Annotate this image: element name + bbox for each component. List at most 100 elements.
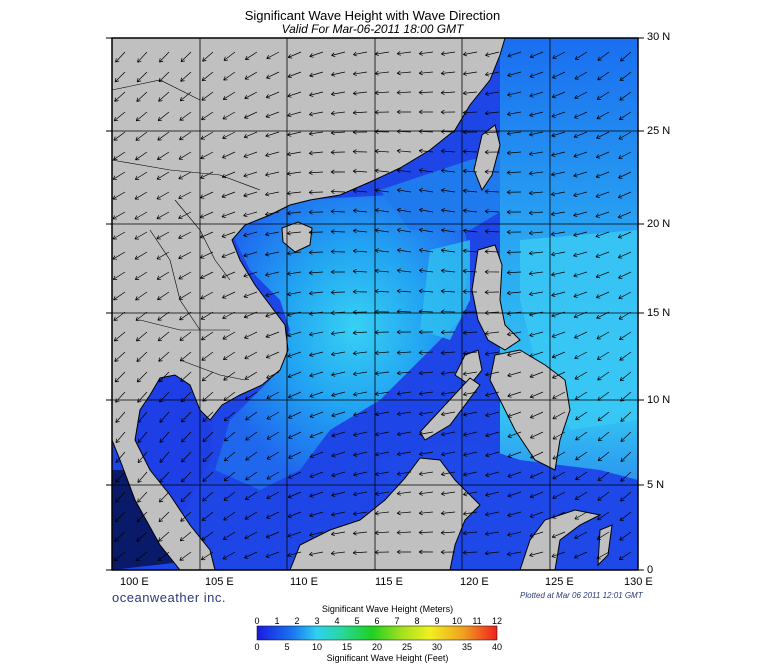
wave-arrow <box>287 71 302 79</box>
wave-arrow <box>619 351 632 361</box>
wave-arrow <box>178 291 192 300</box>
wave-arrow <box>418 168 434 173</box>
legend-meter-tick: 11 <box>472 616 482 626</box>
wave-arrow <box>330 531 346 537</box>
wave-arrow <box>286 291 302 297</box>
wave-arrow <box>158 351 170 362</box>
wave-arrow <box>159 51 170 63</box>
wave-arrow <box>200 271 214 279</box>
wave-arrow <box>112 271 126 280</box>
wave-arrow <box>115 51 126 63</box>
wave-arrow <box>265 151 280 158</box>
wave-arrow <box>506 150 522 156</box>
wave-arrow <box>157 111 170 122</box>
wave-arrow <box>244 391 258 401</box>
wave-arrow <box>134 251 148 260</box>
wave-arrow <box>288 471 302 479</box>
land-mainland-asia <box>112 38 506 570</box>
wave-arrow <box>573 171 588 178</box>
wave-arrow <box>156 171 170 180</box>
wave-arrow <box>396 411 412 417</box>
wave-arrow <box>156 211 170 220</box>
legend-meter-tick: 3 <box>314 616 320 626</box>
wave-arrow <box>221 211 236 218</box>
wave-arrow <box>113 151 126 161</box>
wave-arrow <box>309 71 324 78</box>
wave-arrow <box>222 91 236 100</box>
wave-arrow <box>200 131 214 140</box>
wave-arrow <box>440 51 456 56</box>
wave-arrow <box>202 451 214 463</box>
wave-arrow <box>440 491 456 496</box>
wave-arrow <box>552 71 566 79</box>
wave-arrow <box>201 371 214 382</box>
wave-arrow <box>619 71 632 82</box>
wave-arrow <box>352 149 368 154</box>
wave-arrow <box>507 471 522 478</box>
wave-arrow <box>330 331 346 336</box>
wave-arrow <box>265 211 280 217</box>
wave-arrow <box>244 491 258 500</box>
wave-arrow <box>330 351 346 357</box>
wave-arrow <box>265 331 280 339</box>
wave-arrow <box>330 229 346 234</box>
wave-arrow <box>180 511 192 522</box>
wave-arrow <box>529 51 544 59</box>
land-sulawesi <box>519 509 602 570</box>
wave-arrow <box>352 228 368 234</box>
wave-arrow <box>113 311 126 321</box>
wave-arrow <box>597 391 610 401</box>
wave-arrow <box>440 208 456 213</box>
wave-arrow <box>618 131 632 140</box>
wave-arrow <box>330 209 346 214</box>
wave-arrow <box>418 288 434 294</box>
map-frame <box>112 38 638 570</box>
wave-arrow <box>462 289 478 294</box>
legend-colorbar <box>256 625 498 641</box>
wave-arrow <box>573 311 588 319</box>
wave-arrow <box>552 431 566 440</box>
wave-arrow <box>462 309 478 315</box>
wave-arrow <box>331 431 346 438</box>
wave-arrow <box>309 351 324 357</box>
wave-arrow <box>135 311 148 321</box>
legend-meter-tick: 10 <box>451 616 463 626</box>
wave-arrow <box>528 250 544 256</box>
wave-arrow <box>573 291 588 298</box>
wave-arrow <box>418 530 434 535</box>
wave-arrow <box>222 551 236 560</box>
wave-arrow <box>156 191 170 200</box>
wave-arrow <box>552 411 566 420</box>
wave-arrow <box>374 350 390 356</box>
wave-arrow <box>595 231 610 238</box>
wave-arrow <box>288 431 302 439</box>
wave-arrow <box>353 51 368 57</box>
wave-arrow <box>113 131 126 141</box>
wave-arrow <box>352 511 368 517</box>
wave-arrow <box>573 271 588 278</box>
wave-arrow <box>597 431 610 442</box>
wave-arrow <box>244 551 258 559</box>
wave-arrow <box>287 351 302 358</box>
legend-feet-tick: 25 <box>401 642 413 652</box>
wave-arrow <box>114 371 126 383</box>
wave-arrow <box>286 271 302 276</box>
wave-arrow <box>374 109 390 115</box>
wave-arrow <box>265 251 280 257</box>
wave-arrow <box>374 51 390 57</box>
wave-arrow <box>484 310 500 316</box>
wave-arrow <box>221 231 236 238</box>
wave-arrow <box>618 271 632 279</box>
wave-arrow <box>308 170 324 176</box>
wave-arrow <box>462 248 478 254</box>
wave-arrow <box>529 471 544 479</box>
wave-arrow <box>396 109 411 115</box>
wave-arrow <box>617 251 632 259</box>
wave-arrow <box>574 111 588 119</box>
wave-arrow <box>202 411 214 422</box>
wave-arrow <box>418 268 434 273</box>
wave-arrow <box>137 391 148 403</box>
wave-arrow <box>199 211 214 219</box>
wave-arrow <box>462 350 478 356</box>
wave-arrow <box>222 291 236 299</box>
